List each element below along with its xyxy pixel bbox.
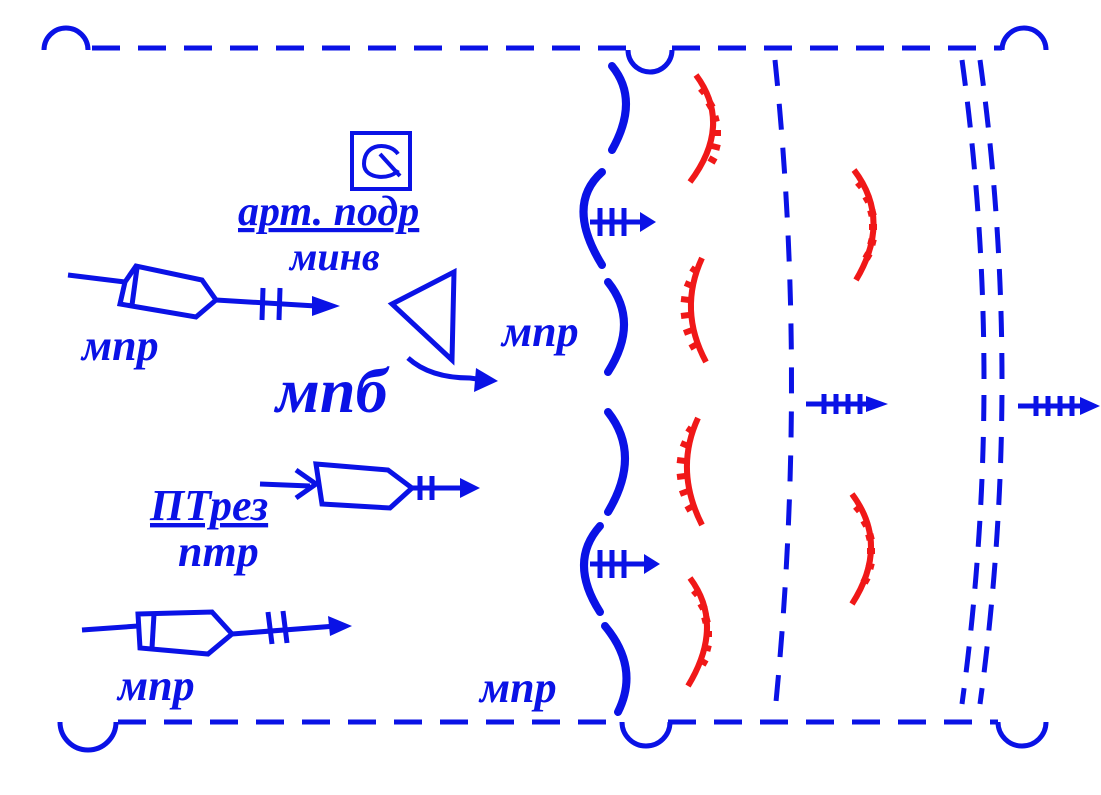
mortar-icon-bottom	[81, 609, 337, 657]
label-ptrez: ПТрез	[149, 481, 268, 530]
enemy-position-5	[851, 168, 877, 282]
boundary-mark-top-center	[625, 49, 675, 75]
attack-arrow-front-upper	[590, 208, 642, 236]
label-minv: минв	[288, 234, 380, 279]
enemy-positions	[676, 73, 877, 688]
double-line-right-a	[959, 59, 987, 705]
label-art-unit: арт. подр	[238, 189, 419, 235]
label-ptr: птр	[178, 527, 259, 576]
label-mpb: мпб	[273, 355, 390, 426]
boundary-mark-top-left	[41, 25, 91, 51]
enemy-position-6	[849, 492, 875, 606]
antitank-gun-icon	[387, 267, 485, 383]
mortar-icon-top	[67, 263, 317, 321]
label-mpr-center: мпр	[500, 307, 579, 356]
label-mpr-bottom-center: мпр	[478, 663, 557, 712]
own-front-line	[579, 62, 631, 716]
boundary-mark-bottom-right	[995, 721, 1049, 749]
dashed-line-middle	[772, 59, 794, 713]
label-mpr-top-left: мпр	[80, 321, 159, 370]
label-mpr-bottom-left: мпр	[116, 661, 195, 710]
artillery-unit-icon	[350, 131, 412, 191]
enemy-position-2	[680, 256, 709, 364]
own-graphics	[41, 25, 1086, 753]
attack-arrow-right-line	[1018, 396, 1086, 416]
boundary-mark-bottom-center	[619, 721, 673, 749]
enemy-position-3	[676, 416, 705, 527]
tank-icon-ptrez	[259, 461, 468, 511]
arrowheads	[312, 212, 1100, 636]
enemy-position-1	[687, 73, 721, 184]
attack-arrow-middle-line	[806, 394, 874, 414]
enemy-position-4	[685, 576, 712, 688]
boundary-mark-top-right	[999, 25, 1049, 51]
attack-arrow-front-lower	[590, 550, 646, 578]
boundary-mark-bottom-left	[57, 721, 119, 753]
double-line-right-b	[977, 59, 1005, 705]
